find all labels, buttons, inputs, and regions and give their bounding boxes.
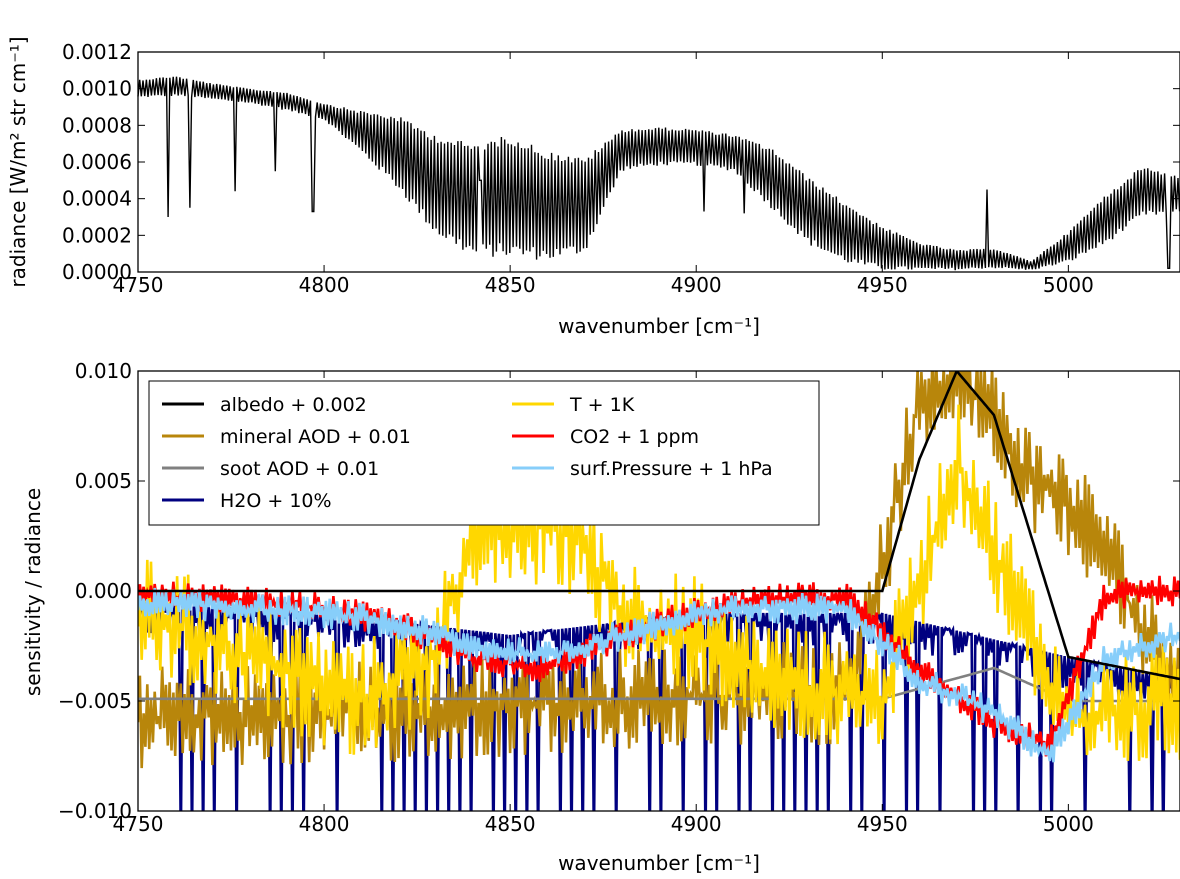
sensitivity-panel: 4750 4800 4850 4900 4950 5000 −0.010 −0.005 0.00… — [21, 359, 1180, 875]
series-line-surf-pressure-1-hpa — [138, 587, 1180, 763]
radiance-x-tick-label: 4850 — [485, 273, 536, 297]
legend-box — [148, 380, 820, 526]
radiance-x-tick-label: 5000 — [1043, 273, 1094, 297]
radiance-y-tick-label: 0.0008 — [62, 113, 132, 137]
radiance-y-axis-label: radiance [W/m² str cm⁻¹] — [6, 36, 30, 287]
series-line-albedo-0-002 — [138, 371, 1180, 681]
legend: albedo + 0.002 mineral AOD + 0.01 soot AOD… — [148, 380, 820, 526]
series-line-mineral-aod-0-01 — [138, 371, 1180, 769]
radiance-ticks: 4750 4800 4850 4900 4950 5000 0.0000 0.0002 0.00… — [62, 40, 1180, 297]
legend-label-soot-aod-0-01: soot AOD + 0.01 — [220, 458, 379, 480]
sensitivity-y-tick-label: 0.010 — [75, 359, 132, 383]
sensitivity-x-tick-label: 4950 — [857, 812, 908, 836]
series-line-t-1k — [138, 404, 1180, 761]
sensitivity-x-tick-label: 4800 — [299, 812, 350, 836]
radiance-y-tick-label: 0.0010 — [62, 77, 132, 101]
radiance-x-axis-label: wavenumber [cm⁻¹] — [558, 314, 760, 338]
radiance-y-tick-label: 0.0006 — [62, 150, 132, 174]
radiance-y-tick-label: 0.0012 — [62, 40, 132, 64]
radiance-y-tick-label: 0.0004 — [62, 187, 132, 211]
sensitivity-x-tick-label: 4850 — [485, 812, 536, 836]
legend-label-mineral-aod-0-01: mineral AOD + 0.01 — [220, 426, 411, 448]
radiance-series-line — [137, 76, 1180, 271]
radiance-x-tick-label: 4800 — [299, 273, 350, 297]
sensitivity-ticks: 4750 4800 4850 4900 4950 5000 −0.010 −0.005 0.00… — [58, 359, 1180, 836]
sensitivity-y-tick-label: −0.010 — [58, 799, 132, 823]
radiance-x-tick-label: 4900 — [671, 273, 722, 297]
sensitivity-x-tick-label: 5000 — [1043, 812, 1094, 836]
radiance-panel: 4750 4800 4850 4900 4950 5000 0.0000 0.0002 0.00… — [6, 36, 1180, 338]
sensitivity-y-tick-label: −0.005 — [58, 689, 132, 713]
legend-label-t-1k: T + 1K — [569, 394, 635, 416]
sensitivity-x-tick-label: 4750 — [113, 812, 164, 836]
sensitivity-x-tick-label: 4900 — [671, 812, 722, 836]
series-line-soot-aod-0-01 — [138, 666, 1180, 703]
sensitivity-y-axis-label: sensitivity / radiance — [21, 488, 45, 696]
legend-label-h2o-10: H2O + 10% — [220, 490, 332, 512]
sensitivity-x-axis-label: wavenumber [cm⁻¹] — [558, 851, 760, 875]
legend-label-co2-1-ppm: CO2 + 1 ppm — [570, 426, 699, 448]
sensitivity-series — [138, 371, 1180, 811]
legend-label-albedo-0-002: albedo + 0.002 — [220, 394, 367, 416]
radiance-y-tick-label: 0.0000 — [62, 260, 132, 284]
legend-label-surf-pressure-1-hpa: surf.Pressure + 1 hPa — [570, 458, 773, 480]
sensitivity-y-tick-label: 0.000 — [75, 579, 132, 603]
sensitivity-y-tick-label: 0.005 — [75, 469, 132, 493]
radiance-y-tick-label: 0.0002 — [62, 223, 132, 247]
radiance-series — [137, 76, 1180, 271]
radiance-x-tick-label: 4750 — [113, 273, 164, 297]
radiance-x-tick-label: 4950 — [857, 273, 908, 297]
